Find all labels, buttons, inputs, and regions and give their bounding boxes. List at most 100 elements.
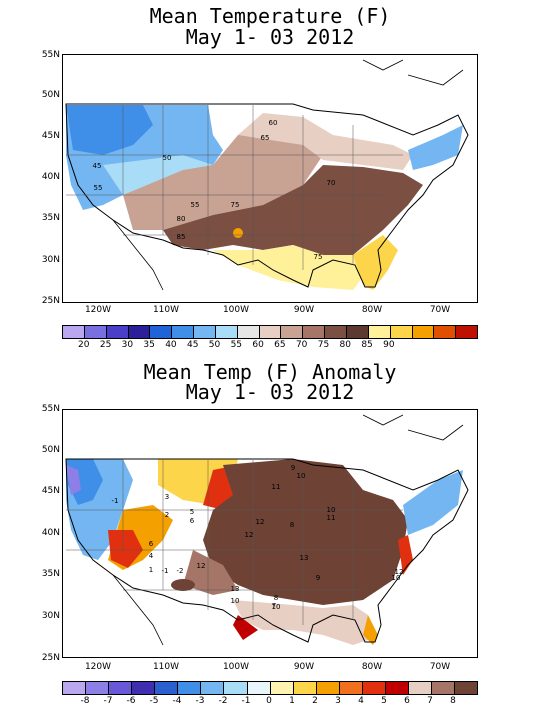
- panel1-map: 60 65 50 45 55 70 55 80 75 85 75: [62, 54, 478, 303]
- colorbar-label: 40: [165, 340, 177, 350]
- colorbar-swatch: [385, 682, 409, 694]
- lat-label: 30N: [41, 611, 60, 621]
- colorbar-label: 30: [121, 340, 134, 350]
- lat-label: 25N: [41, 296, 60, 306]
- northeast-cool: [408, 125, 463, 170]
- colorbar-swatch: [224, 682, 248, 694]
- colorbar-label: 80: [339, 340, 351, 350]
- contour-label: 6: [149, 540, 154, 548]
- contour-label: 7: [272, 602, 276, 610]
- colorbar-label: 0: [266, 696, 272, 706]
- contour-label: 85: [177, 233, 186, 241]
- colorbar-swatch: [316, 682, 340, 694]
- anomaly-extreme-cold: [66, 465, 81, 495]
- colorbar-swatch: [293, 682, 317, 694]
- colorbar-swatch: [362, 682, 386, 694]
- lon-label: 100W: [222, 305, 250, 315]
- lat-label: 40N: [41, 528, 60, 538]
- coastline: [112, 414, 464, 646]
- colorbar-label: 5: [381, 696, 387, 706]
- colorbar-swatch: [86, 682, 110, 694]
- colorbar-swatch: [303, 326, 326, 338]
- state-lines: [66, 105, 403, 270]
- hot-spot: [233, 228, 243, 238]
- anomaly-florida: [363, 615, 378, 645]
- anomaly-spot: [171, 579, 195, 591]
- colorbar-swatch: [178, 682, 202, 694]
- panel2-map: 9 10 11 -1 3 2 5 6 12 8 10 11 12 6 4 1 -…: [62, 409, 478, 658]
- lon-label: 110W: [152, 305, 180, 315]
- contour-label: 5: [190, 508, 194, 516]
- colorbar-label: 55: [230, 340, 243, 350]
- contour-label: 11: [272, 483, 281, 491]
- contour-label: 10: [327, 506, 336, 514]
- colorbar-label: 7: [427, 696, 433, 706]
- colorbar-label: -6: [126, 696, 136, 706]
- colorbar-label: 45: [187, 340, 199, 350]
- colorbar-label: 70: [295, 340, 308, 350]
- cool-band: [103, 155, 213, 195]
- contour-label: 12: [395, 568, 404, 576]
- colorbar-swatch: [172, 326, 195, 338]
- colorbar-label: 35: [143, 340, 155, 350]
- contour-label: 1: [149, 566, 153, 574]
- contour-label: 55: [191, 201, 200, 209]
- northeast-mild: [238, 113, 413, 170]
- anomaly-southwest-warm: [183, 550, 238, 595]
- colorbar-label: -2: [218, 696, 228, 706]
- colorbar-label: 4: [358, 696, 364, 706]
- colorbar-swatch: [339, 682, 363, 694]
- colorbar-swatch: [128, 326, 151, 338]
- colorbar-swatch: [270, 682, 294, 694]
- contour-label: 2: [165, 511, 169, 519]
- colorbar-label: -3: [195, 696, 205, 706]
- panel1-colorbar: [62, 325, 478, 339]
- lat-label: 45N: [41, 131, 60, 141]
- colorbar-label: 60: [252, 340, 264, 350]
- florida-hot: [353, 235, 398, 290]
- anomaly-hot-band: [108, 530, 143, 568]
- anomaly-east-coast: [398, 535, 413, 575]
- panel1-title-line2: May 1- 03 2012: [185, 25, 355, 49]
- coastline: [112, 59, 464, 291]
- colorbar-label: 3: [335, 696, 341, 706]
- colorbar-swatch: [434, 326, 457, 338]
- colorbar-swatch: [368, 326, 391, 338]
- colorbar-label: -8: [80, 696, 90, 706]
- colorbar-label: 75: [317, 340, 330, 350]
- colorbar-swatch: [215, 326, 238, 338]
- colorbar-swatch: [237, 326, 260, 338]
- lon-label: 70W: [429, 305, 451, 315]
- contour-label: 9: [316, 574, 320, 582]
- lon-label: 90W: [293, 305, 315, 315]
- lat-label: 45N: [41, 486, 60, 496]
- colorbar-swatch: [155, 682, 179, 694]
- lat-label: 30N: [41, 255, 60, 265]
- colorbar-swatch: [201, 682, 225, 694]
- contour-label: 50: [163, 154, 172, 162]
- colorbar-label: -7: [103, 696, 113, 706]
- lon-label: 120W: [84, 662, 112, 672]
- lon-label: 70W: [429, 662, 451, 672]
- lat-label: 25N: [41, 653, 60, 663]
- contour-label: 75: [231, 201, 240, 209]
- lon-label: 80W: [361, 662, 383, 672]
- contour-label: 55: [94, 184, 103, 192]
- lat-label: 35N: [41, 213, 60, 223]
- colorbar-label: 8: [450, 696, 456, 706]
- colorbar-swatch: [194, 326, 216, 338]
- contour-label: 10: [272, 603, 281, 611]
- colorbar-swatch: [390, 326, 413, 338]
- us-border: [65, 458, 469, 643]
- lon-label: 120W: [84, 305, 112, 315]
- lat-label: 40N: [41, 172, 60, 182]
- colorbar-label: 1: [289, 696, 295, 706]
- panel2-map-svg: 9 10 11 -1 3 2 5 6 12 8 10 11 12 6 4 1 -…: [65, 414, 469, 646]
- panel1-title-line1: Mean Temperature (F): [149, 4, 391, 28]
- colorbar-label: 20: [78, 340, 90, 350]
- contour-label: 12: [197, 562, 206, 570]
- anomaly-warm-core: [203, 459, 408, 605]
- contour-label: 3: [165, 493, 169, 501]
- contour-label: 8: [274, 594, 278, 602]
- contour-label: 4: [149, 552, 154, 560]
